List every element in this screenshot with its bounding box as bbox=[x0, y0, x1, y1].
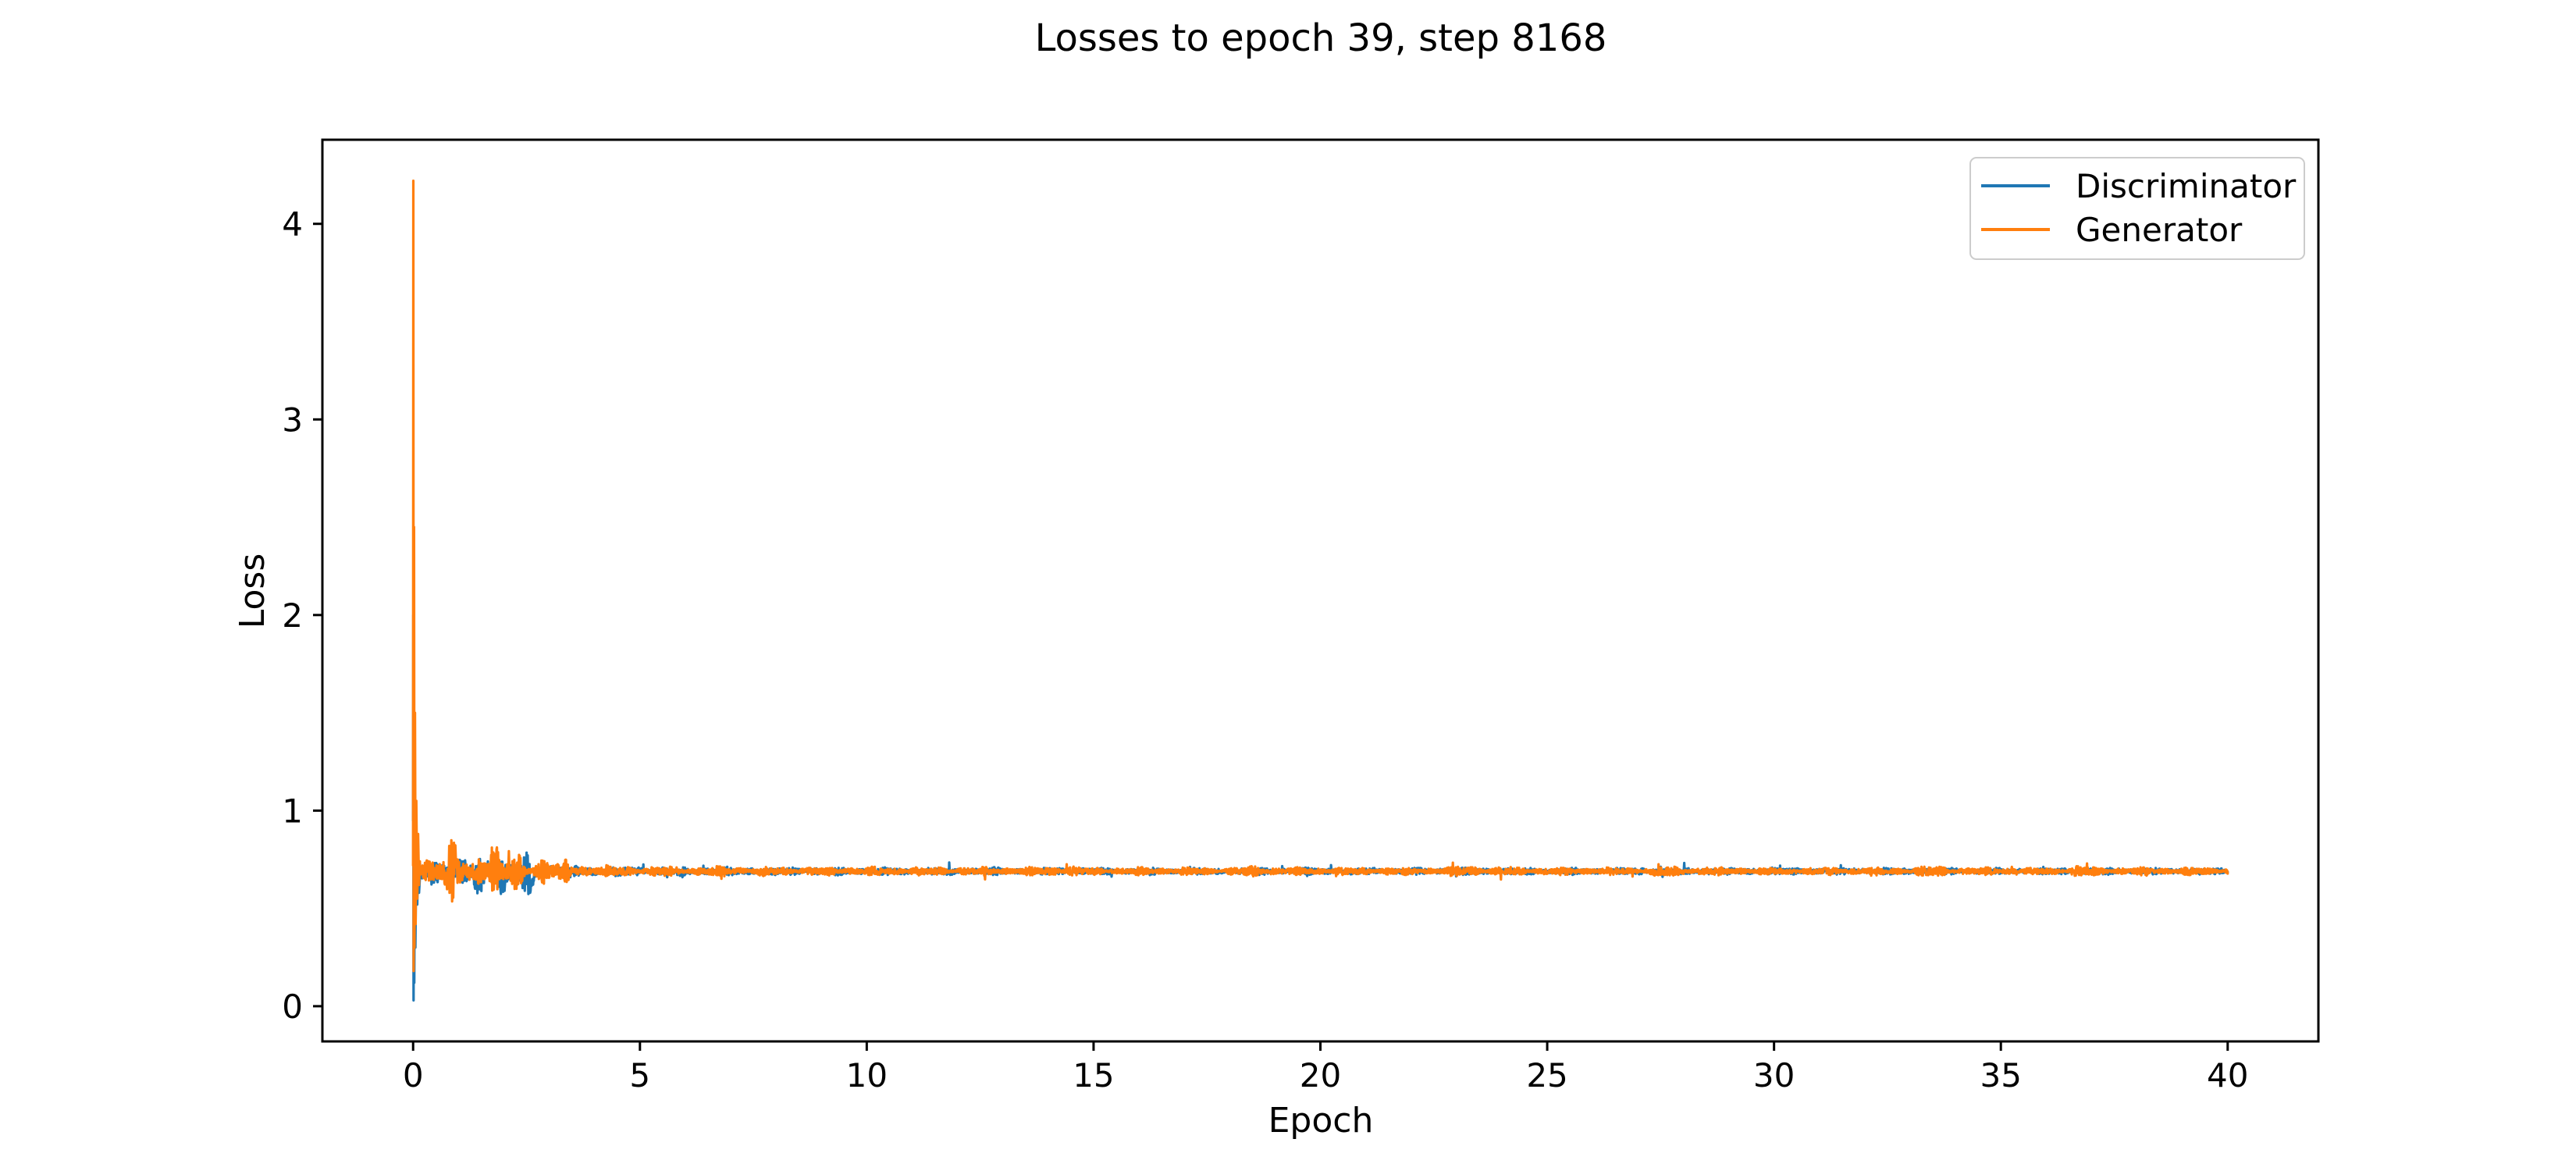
y-tick-label: 2 bbox=[282, 596, 303, 635]
legend-label-discriminator: Discriminator bbox=[2076, 166, 2297, 205]
x-tick-label: 20 bbox=[1300, 1056, 1341, 1094]
legend: Discriminator Generator bbox=[1969, 157, 2305, 260]
y-tick-label: 4 bbox=[282, 205, 303, 244]
y-axis-label: Loss bbox=[233, 553, 272, 629]
y-tick-label: 3 bbox=[282, 400, 303, 439]
x-tick-label: 30 bbox=[1753, 1056, 1795, 1094]
legend-item-discriminator: Discriminator bbox=[1971, 164, 2304, 208]
x-tick-label: 5 bbox=[629, 1056, 650, 1094]
series-lines bbox=[411, 180, 2229, 1002]
series-line-discriminator bbox=[411, 614, 2229, 1002]
chart-title: Losses to epoch 39, step 8168 bbox=[1035, 16, 1607, 60]
y-tick-label: 1 bbox=[282, 792, 303, 830]
x-axis-label: Epoch bbox=[1268, 1101, 1374, 1141]
legend-item-generator: Generator bbox=[1971, 208, 2304, 251]
x-tick-label: 10 bbox=[846, 1056, 888, 1094]
x-tick-label: 25 bbox=[1526, 1056, 1567, 1094]
legend-label-generator: Generator bbox=[2076, 210, 2243, 249]
x-tick-label: 35 bbox=[1980, 1056, 2021, 1094]
discriminator-line-swatch bbox=[1981, 184, 2050, 187]
x-tick-label: 0 bbox=[403, 1056, 424, 1094]
series-line-generator bbox=[411, 180, 2229, 973]
y-tick-label: 0 bbox=[282, 988, 303, 1026]
x-tick-label: 40 bbox=[2207, 1056, 2248, 1094]
x-axis-ticks: 0 5 10 15 20 25 30 35 40 bbox=[403, 1041, 2248, 1094]
plot-border bbox=[321, 138, 2320, 1043]
x-tick-label: 15 bbox=[1073, 1056, 1114, 1094]
generator-line-swatch bbox=[1981, 228, 2050, 231]
y-axis-ticks: 0 1 2 3 4 bbox=[282, 205, 322, 1026]
